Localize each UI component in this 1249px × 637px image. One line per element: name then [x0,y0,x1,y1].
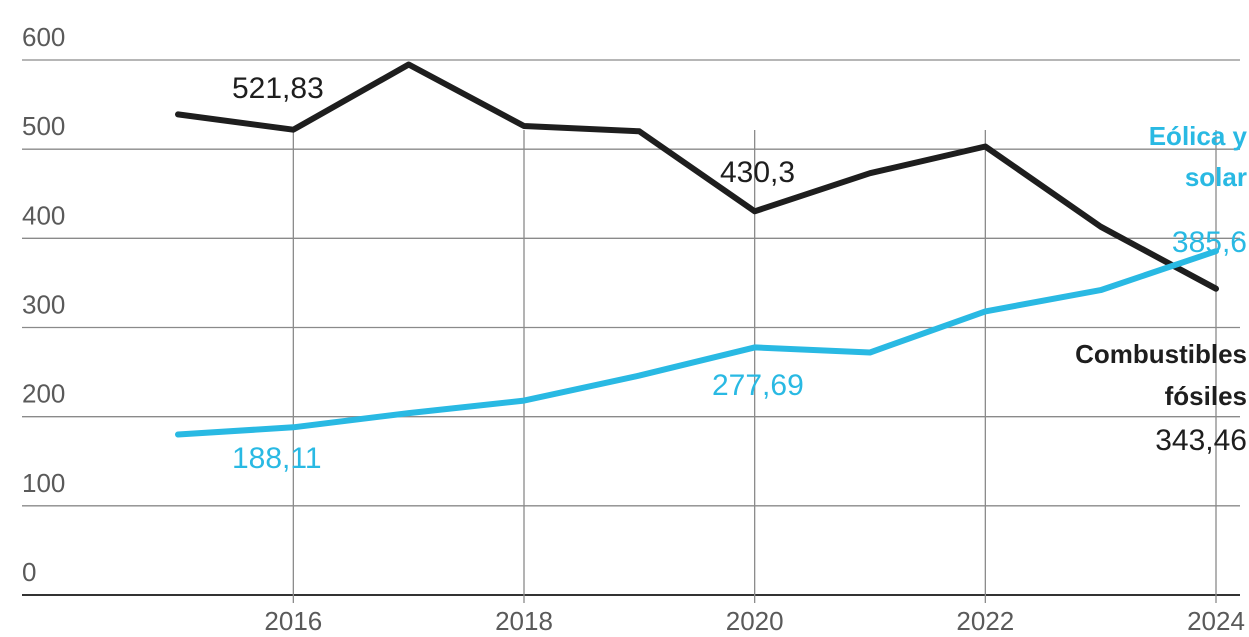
x-tick-label: 2020 [726,606,784,636]
x-tick-label: 2018 [495,606,553,636]
x-tick-label: 2022 [956,606,1014,636]
y-tick-label: 500 [22,111,65,141]
data-labels: 521,83 430,3 343,46 188,11 277,69 385,6 … [232,72,1248,475]
x-tick-label: 2016 [264,606,322,636]
x-tick-label: 2024 [1187,606,1245,636]
fossil-label-2020: 430,3 [720,156,795,189]
renewable-label-2020: 277,69 [712,369,804,402]
renewable-label-2024: 385,6 [1172,226,1247,259]
renewable-series-name-line2: solar [1185,162,1247,192]
y-tick-label: 100 [22,468,65,498]
fossil-label-2024: 343,46 [1155,424,1247,457]
y-tick-label: 300 [22,290,65,320]
y-tick-label: 200 [22,379,65,409]
fossil-label-2016: 521,83 [232,72,324,105]
fossil-series-name-line1: Combustibles [1075,339,1247,369]
grid [22,59,1240,603]
fossil-fuels-line [175,61,1219,292]
series-lines [175,61,1219,438]
fossil-series-name-line2: fósiles [1165,381,1247,411]
y-tick-label: 400 [22,200,65,230]
y-tick-label: 600 [22,22,65,52]
renewable-series-name-line1: Eólica y [1149,121,1248,151]
renewable-label-2016: 188,11 [232,442,322,475]
wind-solar-line [175,248,1219,438]
y-tick-label: 0 [22,557,36,587]
axis-labels: 0 100 200 300 400 500 600 2016 2018 2020 2022 2024 [22,22,1245,636]
